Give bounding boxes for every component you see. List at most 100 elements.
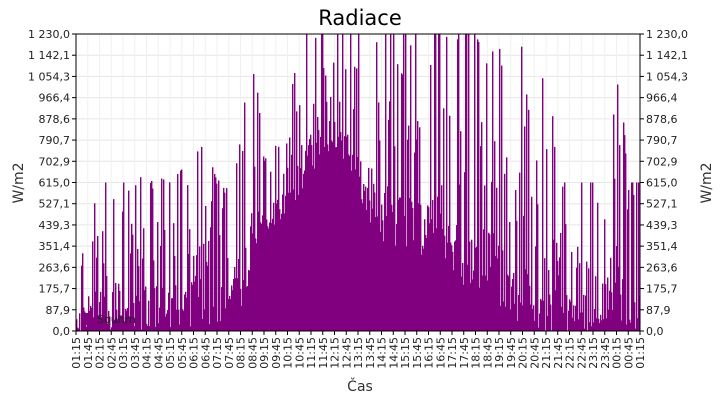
data-bar [232, 290, 234, 331]
data-bar [219, 235, 221, 331]
data-bar [606, 318, 608, 331]
y-tick-label-left: 1 142,1 [28, 49, 70, 62]
data-bar [409, 198, 411, 331]
y-tick-label-right: 878,6 [646, 113, 678, 126]
data-bar [407, 139, 409, 331]
data-bar [237, 278, 239, 331]
data-bar [424, 219, 426, 331]
data-bar [510, 309, 512, 331]
data-bar [194, 281, 196, 331]
data-bar [471, 239, 473, 331]
data-bar [140, 177, 142, 331]
data-bar [325, 75, 327, 331]
data-bar [145, 286, 147, 331]
data-bar [118, 283, 120, 331]
data-bar [269, 222, 271, 331]
data-bar [434, 34, 436, 331]
legend-swatch [81, 313, 93, 325]
data-bar [374, 192, 376, 331]
data-bar [360, 161, 362, 331]
data-bar [415, 34, 417, 331]
data-bar [563, 312, 565, 331]
y-axis-right: 0,0 87,9 175,7 263,6 351,4 439,3 527,1 615,0 702… [640, 28, 688, 338]
data-bar [544, 258, 546, 331]
data-bar [488, 232, 490, 331]
data-bar [380, 232, 382, 331]
data-bar [552, 116, 554, 332]
data-bar [228, 299, 230, 331]
x-tick-label: 12:15 [329, 337, 342, 369]
x-tick-label: 10:45 [293, 337, 306, 369]
data-bar [148, 300, 150, 331]
data-bar [349, 155, 351, 331]
data-bar [185, 291, 187, 331]
data-bar [455, 240, 457, 331]
data-bar [541, 300, 543, 331]
data-bar [313, 103, 315, 331]
data-bar [379, 140, 381, 331]
data-bar [230, 299, 232, 331]
data-bar [391, 204, 393, 331]
data-bar [365, 186, 367, 331]
x-tick-label: 20:45 [528, 337, 541, 369]
data-bar [451, 245, 453, 331]
data-bar [486, 63, 488, 331]
data-bar [176, 309, 178, 331]
data-bar [594, 309, 596, 331]
data-bar [256, 243, 258, 331]
data-bar [540, 298, 542, 331]
data-bar [120, 315, 122, 331]
data-bar [201, 146, 203, 331]
data-bar [472, 279, 474, 331]
data-bar [304, 170, 306, 331]
data-bar [564, 182, 566, 331]
data-bar [514, 303, 516, 331]
data-bar [356, 68, 358, 331]
data-bar [277, 199, 279, 331]
data-bar [99, 302, 101, 331]
data-bar [550, 304, 552, 331]
data-bar [109, 316, 111, 331]
data-bar [338, 136, 340, 331]
data-bar [476, 246, 478, 331]
data-bar [638, 182, 640, 331]
data-bar [445, 258, 447, 331]
data-bar [240, 288, 242, 331]
data-bar [260, 222, 262, 331]
data-bar [474, 34, 476, 331]
data-bar [597, 202, 599, 331]
data-bar [177, 174, 179, 331]
data-bar [93, 317, 95, 331]
data-bar [238, 259, 240, 331]
data-bar [499, 48, 501, 332]
x-tick-label: 18:45 [481, 337, 494, 369]
data-bar [628, 190, 630, 331]
data-bar [600, 314, 602, 331]
data-bar [126, 310, 128, 331]
data-bar [261, 223, 263, 331]
data-bar [548, 270, 550, 331]
data-bar [320, 136, 322, 331]
data-bar [435, 34, 437, 331]
data-bar [467, 264, 469, 331]
data-bar [546, 149, 548, 331]
x-tick-label: 09:15 [258, 337, 271, 369]
data-bar [635, 328, 637, 331]
data-bar [78, 328, 80, 331]
data-bar [254, 166, 256, 331]
data-bar [135, 185, 137, 331]
data-bar [487, 280, 489, 331]
data-bar [329, 121, 331, 331]
data-bar [203, 243, 205, 331]
data-bar [456, 225, 458, 331]
data-bar [289, 137, 291, 331]
x-tick-label: 07:45 [223, 337, 236, 369]
y-tick-label-right: 351,4 [646, 240, 678, 253]
data-bar [596, 318, 598, 331]
data-bar [191, 282, 193, 331]
y-tick-label-right: 702,9 [646, 155, 678, 168]
data-bar [242, 151, 244, 331]
data-bar [504, 173, 506, 331]
data-bar [383, 241, 385, 331]
data-bar [453, 270, 455, 331]
